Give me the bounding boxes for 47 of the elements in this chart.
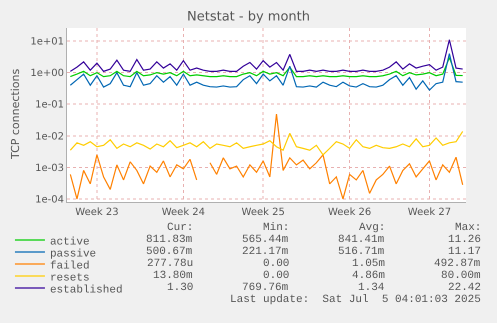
- text: 11.17: [448, 246, 482, 258]
- y-tick-label: 1e+00: [30, 68, 64, 80]
- legend-label: passive: [50, 248, 96, 260]
- y-axis-title: TCP connections: [9, 68, 22, 160]
- chart-title: Netstat - by month: [187, 10, 310, 25]
- legend-label: resets: [50, 272, 90, 284]
- y-tick-label: 1e-04: [35, 194, 64, 206]
- x-tick-label: Week 26: [328, 207, 372, 218]
- text: Avg:: [359, 222, 386, 234]
- line-series: [70, 57, 464, 78]
- text: 1.34: [358, 282, 385, 294]
- text: 80.00m: [441, 270, 482, 282]
- text: 565.44m: [242, 234, 289, 246]
- legend-label: active: [50, 236, 90, 248]
- text: 500.67m: [146, 246, 193, 258]
- text: 0.00: [263, 258, 290, 270]
- x-tick-label: Week 23: [75, 207, 119, 218]
- y-tick-label: 1e-02: [35, 131, 64, 142]
- text: 11.26: [448, 234, 482, 246]
- text: 1.05m: [352, 258, 386, 270]
- legend-label: failed: [50, 260, 90, 272]
- x-tick-label: Week 25: [242, 207, 285, 218]
- text: Last update: Sat Jul 5 04:01:03 2025: [230, 294, 481, 306]
- y-tick-label: 1e-03: [35, 162, 64, 174]
- text: 221.17m: [242, 246, 289, 258]
- text: 811.83m: [146, 234, 193, 246]
- x-tick-label: Week 27: [408, 207, 452, 218]
- text: 516.71m: [338, 246, 385, 258]
- text: 841.41m: [338, 234, 385, 246]
- text: Cur:: [167, 222, 194, 234]
- text: 492.87m: [434, 258, 481, 270]
- line-series: [70, 130, 464, 156]
- line-series: [70, 39, 464, 72]
- y-tick-label: 1e-01: [35, 100, 64, 111]
- text: 277.78u: [147, 258, 194, 270]
- x-tick-label: Week 24: [162, 207, 206, 218]
- text: Max:: [455, 222, 482, 234]
- line-series: [70, 53, 464, 91]
- text: 769.76m: [242, 282, 289, 294]
- y-tick-label: 1e+01: [30, 36, 64, 48]
- text: 1.30: [167, 282, 194, 294]
- text: 4.86m: [352, 270, 386, 282]
- text: 22.42: [448, 282, 482, 294]
- text: 0.00: [263, 270, 290, 282]
- text: 13.80m: [153, 270, 194, 282]
- text: Min:: [263, 222, 290, 234]
- legend-label: established: [50, 284, 123, 296]
